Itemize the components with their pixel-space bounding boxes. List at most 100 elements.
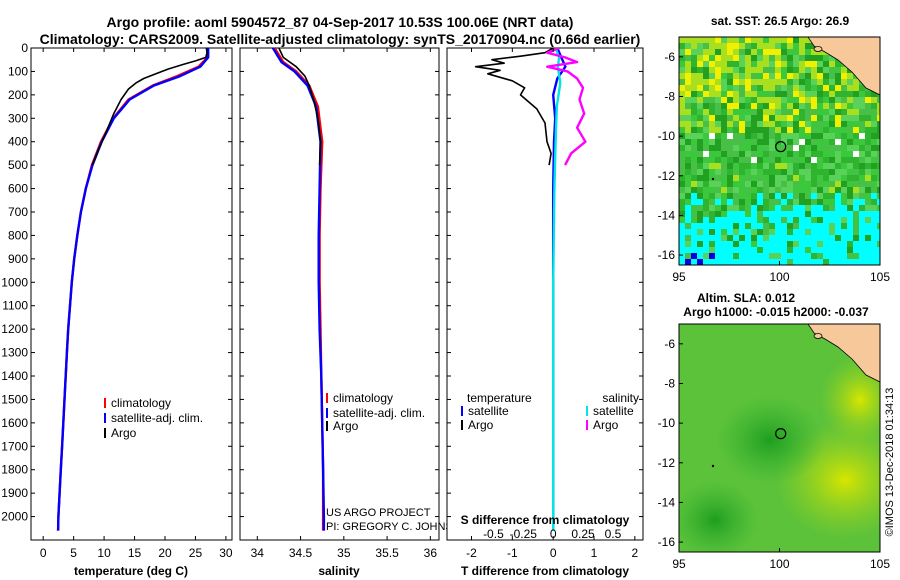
sst-cell [823,133,829,139]
sst-cell [793,103,799,109]
sst-cell [739,151,745,157]
sst-cell [817,151,823,157]
sst-cell [745,253,751,259]
sst-cell [793,73,799,79]
sst-cell [847,151,853,157]
sst-cell [811,235,817,241]
sst-cell [853,169,859,175]
sst-cell [877,259,880,265]
sst-cell [733,85,739,91]
sst-cell [787,85,793,91]
sst-cell [769,85,775,91]
sst-cell [685,229,691,235]
sst-cell [691,121,697,127]
y-tick-label: 500 [8,158,28,172]
sst-cell [763,55,769,61]
sst-cell [817,235,823,241]
sst-cell [715,193,721,199]
sla-island [813,333,823,339]
sst-cell [763,259,769,265]
sst-cell [835,109,841,115]
sst-cell [865,175,871,181]
sst-cell [721,55,727,61]
sst-cell [835,241,841,247]
difference-legend-salinity: salinity satellite Argo [586,391,639,432]
sst-cell [811,79,817,85]
sst-cell [721,259,727,265]
sst-cell [697,181,703,187]
sst-cell [799,187,805,193]
sst-cell [781,67,787,73]
x-tick-label: 1 [591,546,598,560]
sst-cell [787,157,793,163]
sst-cell [829,181,835,187]
sst-cell [847,217,853,223]
sst-cell [715,139,721,145]
sst-cell [679,109,685,115]
y-tick-label: 100 [8,64,28,78]
sst-cell [853,139,859,145]
sst-cell [787,235,793,241]
salinity-axes-frame [239,47,440,541]
sst-cell [787,193,793,199]
sst-cell [727,127,733,133]
sst-cell [811,163,817,169]
sst-cell [859,217,865,223]
x-tick-label: 0 [40,546,47,560]
sst-cell [787,199,793,205]
sst-cell [817,79,823,85]
sst-cell [685,91,691,97]
sst-cell [697,247,703,253]
sst-cell [853,109,859,115]
sst-cell [793,61,799,67]
sst-cell [775,205,781,211]
sst-cell [811,109,817,115]
y-tick-label: 1500 [1,392,28,406]
sst-cell [727,139,733,145]
sst-cell [853,223,859,229]
map-x-tick-label: 105 [870,270,890,284]
sst-cell [685,61,691,67]
sst-cell [763,247,769,253]
sst-cell [787,67,793,73]
sst-cell [703,223,709,229]
sst-cell [823,223,829,229]
sst-cell [733,247,739,253]
y-tick-label: 2000 [1,510,28,524]
sst-cell [829,175,835,181]
sst-cell [721,115,727,121]
sst-cell [751,43,757,49]
sst-cell [721,163,727,169]
sst-cell [793,217,799,223]
sst-cell [775,163,781,169]
sst-cell [751,67,757,73]
sst-cell [757,217,763,223]
sst-cell [823,229,829,235]
sst-cell [769,163,775,169]
salinity-panel: 34 34.5 35 35.5 36 salinity climatology sate… [239,47,469,578]
sst-cell [823,259,829,265]
sst-cell [721,223,727,229]
sst-cell [847,247,853,253]
sst-cell [691,91,697,97]
sla-low-region-south [679,480,760,552]
sst-cell [841,145,847,151]
sst-cell [787,211,793,217]
sst-cell [757,43,763,49]
sst-cell [805,103,811,109]
sst-cell [721,109,727,115]
sst-cell [679,259,685,265]
sst-cell [751,223,757,229]
sst-cell [691,133,697,139]
sst-cell [733,121,739,127]
sst-cell [679,67,685,73]
sst-cell [697,253,703,259]
sst-cell [703,73,709,79]
sst-cell [871,247,877,253]
sst-cell [697,115,703,121]
sst-cell [775,241,781,247]
sst-cell [847,73,853,79]
sst-cell [745,103,751,109]
sst-cell [727,253,733,259]
sst-cell [697,67,703,73]
